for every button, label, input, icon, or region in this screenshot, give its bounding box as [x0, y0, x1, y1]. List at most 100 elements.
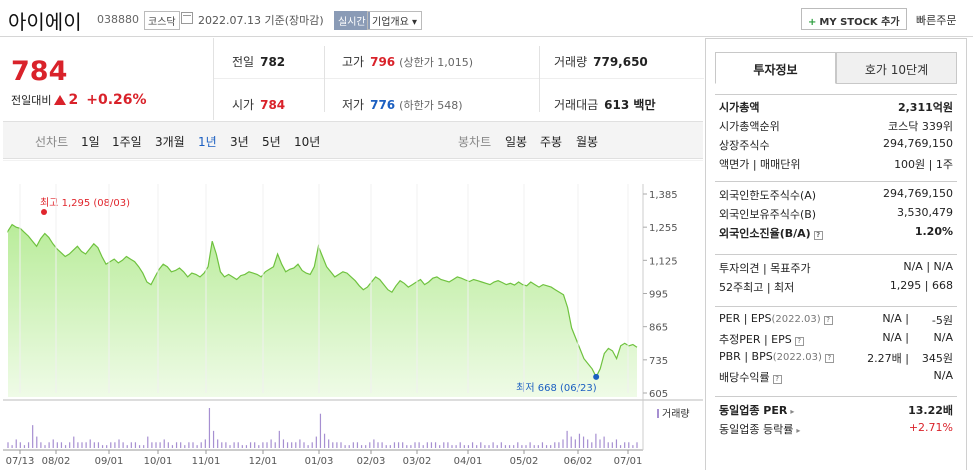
company-info-dropdown[interactable]: 기업개요 ▾ — [367, 11, 422, 30]
tab-hoga-10[interactable]: 호가 10단계 — [836, 52, 957, 84]
volume-bar — [352, 442, 354, 448]
volume-bar — [11, 445, 13, 448]
info-value: 3,530,479 — [897, 206, 953, 219]
help-icon[interactable]: ? — [824, 354, 834, 363]
volume-bar — [36, 436, 38, 448]
volume-bar — [619, 445, 622, 448]
volume-bar — [323, 433, 326, 448]
price-chart-svg: 1,385 1,255 1,125 995 865 735 605 최고 1,295 (08/… — [3, 160, 703, 467]
info-value: 294,769,150 — [883, 137, 953, 150]
volume-bar — [32, 425, 34, 448]
trade-value-value: 613 백만 — [604, 98, 656, 112]
volume-bar — [611, 442, 613, 448]
tab-1d[interactable]: 1일 — [81, 135, 100, 149]
info-label: 52주최고 | 최저 — [719, 281, 795, 294]
high-price: 고가 796 (상한가 1,015) — [342, 53, 473, 70]
volume-bar — [389, 445, 391, 448]
x-tick-label: 07/13 — [6, 456, 35, 467]
price-chart[interactable]: 1,385 1,255 1,125 995 865 735 605 최고 1,295 (08/… — [3, 160, 703, 470]
volume-bar — [27, 442, 30, 448]
tab-3m[interactable]: 3개월 — [155, 135, 185, 149]
tab-investment-info[interactable]: 투자정보 — [715, 52, 836, 84]
volume-bar — [500, 442, 502, 448]
volume-bar — [237, 442, 239, 448]
volume-bar — [615, 439, 618, 448]
arrow-right-icon[interactable]: ▸ — [790, 407, 795, 416]
info-mid-value: 2.27배 | — [867, 352, 909, 365]
info-row: PER | EPS(2022.03)? N/A | -5원 — [715, 309, 957, 328]
help-icon[interactable]: ? — [813, 231, 823, 240]
volume-bar — [315, 436, 317, 448]
volume-bar — [81, 442, 83, 448]
help-icon[interactable]: ? — [794, 337, 804, 346]
volume-bar — [282, 439, 285, 448]
volume-bar — [476, 445, 478, 448]
volume-bar — [508, 445, 511, 448]
volume-bar — [7, 442, 9, 448]
volume-legend-swatch — [657, 409, 659, 418]
volume-bar — [636, 442, 638, 448]
volume-bar — [632, 445, 634, 448]
info-value: 1,295 | 668 — [889, 279, 953, 292]
tab-weekly-candle[interactable]: 주봉 — [540, 135, 563, 149]
change-value: 2 — [68, 92, 79, 108]
info-row: 외국인소진율(B/A)? 1.20% — [715, 222, 957, 241]
realtime-button[interactable]: 실시간 — [334, 11, 370, 30]
x-tick-label: 07/01 — [614, 456, 643, 467]
volume-label: 거래량 — [554, 55, 588, 69]
prev-close-value: 782 — [260, 55, 286, 69]
info-row: 투자의견 | 목표주가 N/A | N/A — [715, 257, 957, 276]
x-tick-label: 03/02 — [403, 456, 432, 467]
volume-bar — [225, 442, 227, 448]
volume-bar — [545, 445, 548, 448]
tab-10y[interactable]: 10년 — [294, 135, 321, 149]
volume-bar — [85, 442, 87, 448]
arrow-right-icon[interactable]: ▸ — [796, 426, 801, 435]
quick-order-link[interactable]: 빠른주문 — [916, 14, 957, 27]
help-icon[interactable]: ? — [823, 316, 833, 325]
add-mystock-button[interactable]: + MY STOCK 추가 — [801, 8, 907, 30]
tab-1w[interactable]: 1주일 — [112, 135, 142, 149]
x-tick-label: 12/01 — [249, 456, 278, 467]
tab-5y[interactable]: 5년 — [262, 135, 281, 149]
y-tick-label: 1,255 — [649, 223, 678, 234]
volume-bar — [23, 445, 26, 448]
volume-bar — [418, 442, 420, 448]
volume-bar — [44, 445, 46, 448]
tab-3y[interactable]: 3년 — [230, 135, 249, 149]
volume-bar — [159, 442, 161, 448]
volume-bar — [529, 442, 531, 448]
chart-period-tabs: 선차트 1일 1주일 3개월 1년 3년 5년 10년 봉차트 일봉 주봉 월봉 — [3, 121, 703, 159]
volume-bar — [340, 442, 342, 448]
volume-bar — [332, 442, 334, 448]
tab-1y[interactable]: 1년 — [198, 135, 217, 149]
tab-daily-candle[interactable]: 일봉 — [505, 135, 528, 149]
open-value: 784 — [260, 98, 286, 112]
volume-bar — [562, 439, 564, 448]
tab-monthly-candle[interactable]: 월봉 — [576, 135, 599, 149]
volume-bar — [188, 442, 190, 448]
volume-bar — [451, 445, 453, 448]
investment-info-panel: 투자정보 호가 10단계 시가총액 2,311억원 시가총액순위 코스닥 339위 상장… — [705, 38, 967, 470]
volume-bar — [151, 442, 153, 448]
volume-bar — [286, 442, 289, 448]
volume-bar — [447, 442, 449, 448]
volume-bar — [406, 445, 408, 448]
x-tick-label: 01/03 — [305, 456, 334, 467]
change-percent: +0.26% — [86, 92, 147, 108]
info-label: 시가총액 — [719, 101, 760, 114]
info-value: N/A — [933, 369, 953, 382]
volume-bar — [373, 439, 375, 448]
volume-bar — [40, 442, 42, 448]
low-annotation: 최저 668 (06/23) — [516, 382, 597, 394]
volume-bar — [147, 436, 149, 448]
trade-value: 거래대금 613 백만 — [554, 96, 655, 113]
volume-bar — [537, 445, 539, 448]
volume-bar — [110, 442, 112, 448]
volume-value: 779,650 — [593, 55, 648, 69]
info-row: 배당수익률? N/A — [715, 366, 957, 385]
info-row: 52주최고 | 최저 1,295 | 668 — [715, 276, 957, 295]
stock-header: 아이에이 038880 코스닥 2022.07.13 기준(장마감) 실시간 기… — [0, 0, 973, 37]
help-icon[interactable]: ? — [772, 375, 782, 384]
volume-bar — [455, 445, 457, 448]
